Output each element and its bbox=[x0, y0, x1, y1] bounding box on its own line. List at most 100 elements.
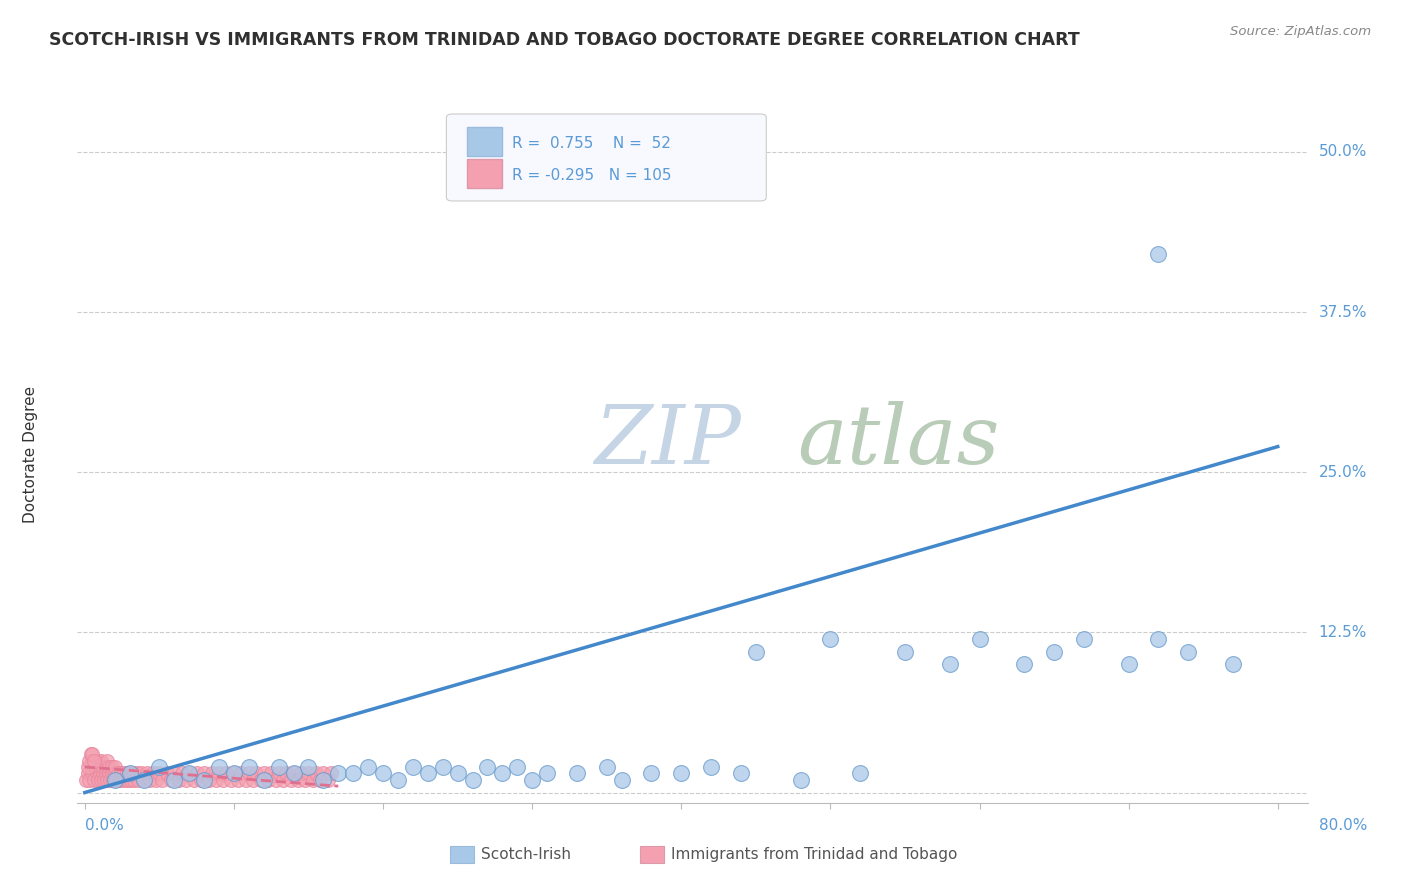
Text: 80.0%: 80.0% bbox=[1319, 818, 1367, 832]
Point bbox=[139, 772, 162, 787]
Point bbox=[264, 772, 287, 787]
Point bbox=[100, 766, 122, 780]
Point bbox=[77, 772, 100, 787]
Point bbox=[134, 772, 156, 787]
Point bbox=[371, 766, 394, 780]
Point bbox=[1118, 657, 1140, 672]
Point bbox=[77, 754, 100, 768]
Point bbox=[260, 766, 283, 780]
Point bbox=[938, 657, 960, 672]
Text: R = -0.295   N = 105: R = -0.295 N = 105 bbox=[512, 168, 671, 183]
Point bbox=[98, 772, 121, 787]
Point bbox=[745, 644, 768, 658]
Point bbox=[87, 754, 110, 768]
Point bbox=[208, 760, 231, 774]
Point bbox=[238, 766, 260, 780]
Point bbox=[183, 772, 205, 787]
Point bbox=[90, 754, 112, 768]
Point bbox=[402, 760, 425, 774]
Point bbox=[316, 772, 339, 787]
Point bbox=[319, 766, 342, 780]
Point bbox=[1222, 657, 1244, 672]
Point bbox=[108, 772, 131, 787]
Point bbox=[76, 766, 98, 780]
Point bbox=[105, 772, 128, 787]
Point bbox=[82, 747, 104, 761]
Point bbox=[82, 754, 104, 768]
Point bbox=[94, 766, 117, 780]
Point bbox=[93, 772, 115, 787]
Point bbox=[610, 772, 633, 787]
Point bbox=[700, 760, 723, 774]
Point bbox=[112, 766, 135, 780]
Point bbox=[274, 766, 297, 780]
Point bbox=[267, 760, 290, 774]
Point bbox=[91, 766, 114, 780]
Point bbox=[271, 772, 294, 787]
Point bbox=[309, 772, 332, 787]
Point bbox=[80, 747, 103, 761]
Point bbox=[91, 760, 114, 774]
Point bbox=[212, 772, 235, 787]
Point bbox=[328, 766, 350, 780]
Point bbox=[1147, 247, 1170, 261]
Point bbox=[94, 760, 117, 774]
Point bbox=[82, 766, 104, 780]
Point bbox=[640, 766, 662, 780]
Point bbox=[249, 772, 271, 787]
Point bbox=[491, 766, 513, 780]
Text: ZIP: ZIP bbox=[595, 401, 741, 481]
Point bbox=[80, 760, 103, 774]
Point bbox=[104, 766, 127, 780]
Point bbox=[89, 760, 111, 774]
Point bbox=[477, 760, 499, 774]
Point bbox=[283, 766, 305, 780]
Point bbox=[131, 766, 153, 780]
Point bbox=[245, 766, 267, 780]
Point bbox=[104, 772, 127, 787]
Point bbox=[179, 766, 201, 780]
Point bbox=[302, 772, 325, 787]
Point bbox=[200, 766, 222, 780]
Point bbox=[219, 772, 242, 787]
Point bbox=[222, 766, 245, 780]
FancyBboxPatch shape bbox=[447, 114, 766, 201]
Point bbox=[170, 766, 193, 780]
Point bbox=[97, 766, 120, 780]
Point bbox=[193, 766, 215, 780]
Point bbox=[84, 760, 107, 774]
Text: Source: ZipAtlas.com: Source: ZipAtlas.com bbox=[1230, 25, 1371, 38]
Point bbox=[96, 754, 118, 768]
Point bbox=[127, 772, 149, 787]
Point bbox=[110, 766, 132, 780]
Text: 12.5%: 12.5% bbox=[1319, 625, 1367, 640]
Point bbox=[231, 766, 253, 780]
Text: Immigrants from Trinidad and Tobago: Immigrants from Trinidad and Tobago bbox=[671, 847, 957, 862]
Point bbox=[76, 760, 98, 774]
Point bbox=[174, 772, 197, 787]
Point bbox=[148, 766, 170, 780]
Text: 50.0%: 50.0% bbox=[1319, 145, 1367, 160]
Point bbox=[294, 772, 316, 787]
Point bbox=[163, 766, 186, 780]
Point bbox=[461, 772, 484, 787]
Point bbox=[238, 760, 260, 774]
Point bbox=[290, 766, 312, 780]
Point bbox=[208, 766, 231, 780]
Point bbox=[357, 760, 380, 774]
Point bbox=[115, 766, 138, 780]
Point bbox=[160, 772, 183, 787]
Point bbox=[90, 772, 112, 787]
Point bbox=[122, 772, 145, 787]
Point bbox=[235, 772, 257, 787]
Point bbox=[186, 766, 208, 780]
Point bbox=[96, 772, 118, 787]
Point bbox=[596, 760, 619, 774]
Point bbox=[179, 766, 201, 780]
Point bbox=[297, 766, 319, 780]
Point bbox=[87, 772, 110, 787]
Point bbox=[283, 766, 305, 780]
Point bbox=[83, 772, 105, 787]
Point bbox=[894, 644, 917, 658]
Point bbox=[121, 766, 143, 780]
